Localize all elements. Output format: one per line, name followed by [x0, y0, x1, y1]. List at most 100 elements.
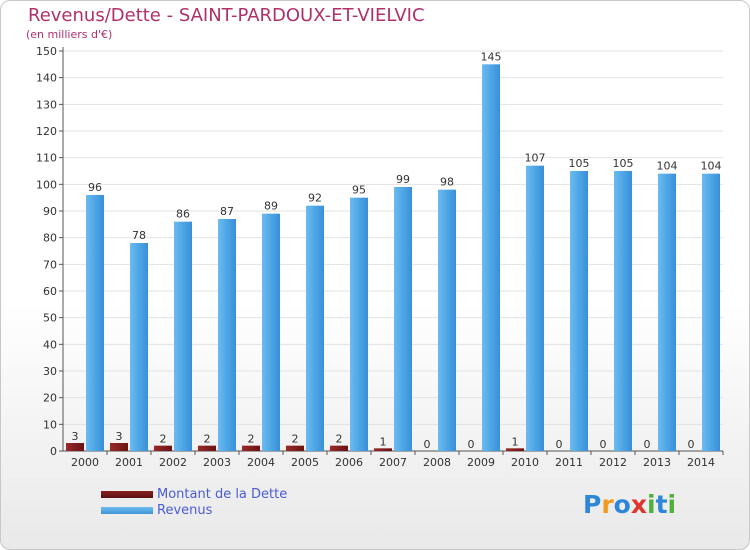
logo-letter: i — [667, 490, 677, 519]
x-tick-label: 2004 — [247, 456, 275, 469]
data-label-dette: 1 — [380, 435, 387, 448]
proxiti-logo: Proxiti — [583, 490, 676, 519]
bar-dette — [286, 445, 304, 451]
data-label-revenus: 86 — [176, 208, 190, 221]
y-tick-label: 90 — [43, 205, 57, 218]
bar-revenus — [438, 189, 456, 451]
y-tick-label: 130 — [36, 98, 57, 111]
x-tick-label: 2014 — [687, 456, 715, 469]
legend-label-dette: Montant de la Dette — [157, 487, 288, 502]
y-tick-label: 30 — [43, 365, 57, 378]
bar-dette — [330, 445, 348, 451]
x-tick-label: 2012 — [599, 456, 627, 469]
data-label-dette: 2 — [292, 433, 299, 446]
bar-dette — [242, 445, 260, 451]
legend-label-revenus: Revenus — [157, 503, 213, 518]
y-tick-label: 10 — [43, 418, 57, 431]
bar-revenus — [658, 173, 676, 451]
bar-revenus — [262, 213, 280, 451]
x-tick-label: 2000 — [71, 456, 99, 469]
data-label-dette: 0 — [688, 438, 695, 451]
data-label-dette: 0 — [556, 438, 563, 451]
legend-swatch-revenus — [101, 507, 153, 514]
bar-revenus — [526, 165, 544, 451]
data-label-revenus: 78 — [132, 229, 146, 242]
data-label-revenus: 107 — [525, 152, 546, 165]
logo-letter: t — [655, 490, 668, 519]
y-tick-label: 70 — [43, 258, 57, 271]
logo-letter: x — [630, 490, 647, 519]
data-label-revenus: 105 — [613, 157, 634, 170]
logo-letter: r — [601, 490, 614, 519]
data-label-revenus: 104 — [701, 160, 722, 173]
y-tick-label: 60 — [43, 285, 57, 298]
data-label-revenus: 105 — [569, 157, 590, 170]
bar-revenus — [570, 171, 588, 451]
data-label-dette: 2 — [248, 433, 255, 446]
bar-revenus — [86, 195, 104, 451]
bar-revenus — [702, 173, 720, 451]
bar-dette — [506, 448, 524, 451]
data-label-revenus: 145 — [481, 50, 502, 63]
bar-dette — [198, 445, 216, 451]
chart-title: Revenus/Dette - SAINT-PARDOUX-ET-VIELVIC — [28, 5, 425, 26]
y-tick-label: 110 — [36, 152, 57, 165]
x-tick-label: 2001 — [115, 456, 143, 469]
data-label-dette: 1 — [512, 435, 519, 448]
y-tick-label: 0 — [50, 445, 57, 458]
data-label-revenus: 104 — [657, 160, 678, 173]
data-label-dette: 0 — [468, 438, 475, 451]
logo-letter: P — [583, 490, 602, 519]
chart-unit-label: (en milliers d'€) — [26, 28, 113, 41]
logo-letter: o — [613, 490, 631, 519]
bar-revenus — [394, 187, 412, 451]
bar-revenus — [614, 171, 632, 451]
data-label-revenus: 89 — [264, 200, 278, 213]
data-label-dette: 3 — [72, 430, 79, 443]
bar-dette — [66, 443, 84, 451]
y-tick-label: 50 — [43, 312, 57, 325]
data-label-dette: 0 — [600, 438, 607, 451]
x-tick-label: 2005 — [291, 456, 319, 469]
x-tick-label: 2010 — [511, 456, 539, 469]
bar-revenus — [306, 205, 324, 451]
bar-revenus — [350, 197, 368, 451]
x-tick-label: 2011 — [555, 456, 583, 469]
bar-revenus — [482, 64, 500, 452]
y-tick-label: 120 — [36, 125, 57, 138]
x-tick-label: 2006 — [335, 456, 363, 469]
data-label-revenus: 99 — [396, 173, 410, 186]
x-tick-label: 2013 — [643, 456, 671, 469]
legend-swatch-dette — [101, 491, 153, 498]
data-label-dette: 2 — [336, 433, 343, 446]
x-tick-label: 2002 — [159, 456, 187, 469]
data-label-revenus: 92 — [308, 192, 322, 205]
data-label-dette: 2 — [204, 433, 211, 446]
data-label-dette: 0 — [424, 438, 431, 451]
bar-dette — [154, 445, 172, 451]
bar-revenus — [218, 219, 236, 451]
x-tick-label: 2009 — [467, 456, 495, 469]
y-tick-label: 40 — [43, 338, 57, 351]
data-label-dette: 2 — [160, 433, 167, 446]
bar-revenus — [130, 243, 148, 451]
x-tick-label: 2007 — [379, 456, 407, 469]
logo-letter: i — [647, 490, 656, 519]
y-tick-label: 20 — [43, 392, 57, 405]
y-tick-label: 150 — [36, 45, 57, 58]
data-label-dette: 3 — [116, 430, 123, 443]
x-tick-label: 2003 — [203, 456, 231, 469]
bar-dette — [110, 443, 128, 451]
y-tick-label: 80 — [43, 232, 57, 245]
bar-revenus — [174, 221, 192, 451]
data-label-dette: 0 — [644, 438, 651, 451]
data-label-revenus: 98 — [440, 176, 454, 189]
data-label-revenus: 96 — [88, 181, 102, 194]
y-tick-label: 100 — [36, 178, 57, 191]
data-label-revenus: 87 — [220, 205, 234, 218]
y-tick-label: 140 — [36, 72, 57, 85]
bar-dette — [374, 448, 392, 451]
data-label-revenus: 95 — [352, 184, 366, 197]
